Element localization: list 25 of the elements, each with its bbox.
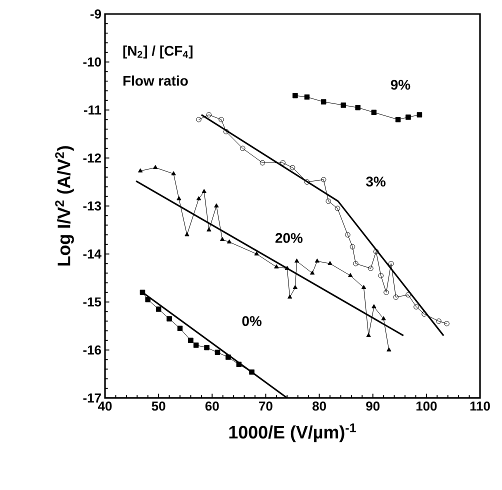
- y-tick-label: -12: [83, 153, 101, 163]
- y-tick-label: -9: [90, 9, 102, 19]
- x-axis-title: 1000/E (V/µm)$^{-1}$: [229, 424, 356, 442]
- x-tick-label: 40: [98, 402, 112, 411]
- y-axis-title: Log I/V$^{2}$ (A/V$^{2}$): [55, 146, 74, 266]
- x-tick-label: 60: [205, 402, 219, 411]
- x-tick-label: 50: [152, 402, 166, 411]
- y-tick-label: -11: [84, 106, 102, 114]
- x-tick-label: 70: [259, 402, 272, 411]
- y-tick-label: -17: [83, 394, 101, 402]
- annotation: [N$_{2}$] / [CF$_{4}$]: [123, 46, 192, 59]
- x-tick-label: 110: [470, 402, 490, 411]
- text: 0%: [242, 316, 262, 326]
- y-tick-label: -13: [83, 201, 102, 211]
- series-label: 20%: [275, 233, 303, 243]
- x-tick-label: 90: [366, 402, 380, 411]
- y-tick-label: -14: [83, 250, 102, 258]
- x-tick-label: 80: [312, 402, 326, 411]
- text: 3%: [366, 176, 386, 187]
- annotation: Flow ratio: [123, 76, 188, 86]
- y-tick-label: -10: [83, 57, 101, 67]
- y-tick-label: -15: [83, 297, 102, 307]
- x-tick-label: 100: [416, 402, 437, 411]
- y-tick-label: -16: [83, 345, 102, 355]
- series-label: 9%: [390, 80, 410, 90]
